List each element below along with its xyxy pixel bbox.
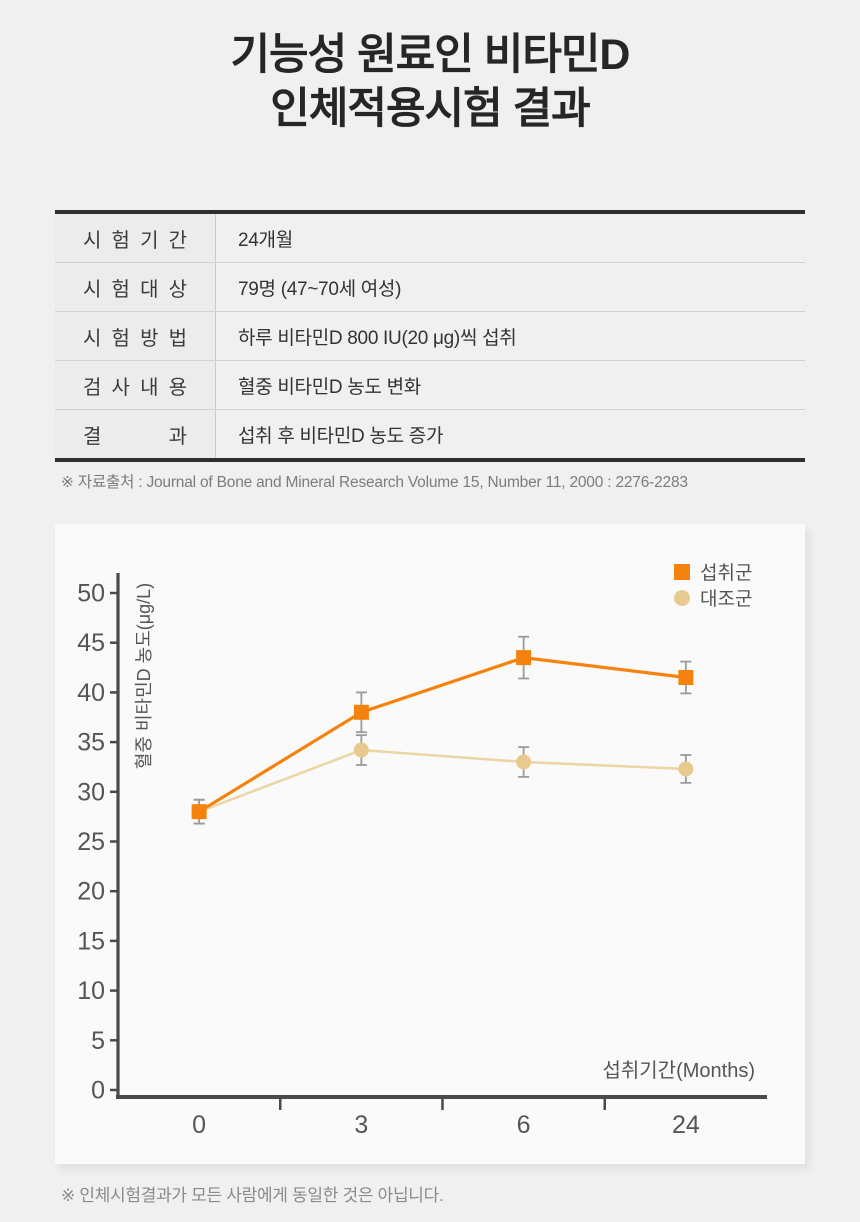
data-point-circle (678, 761, 694, 777)
legend-swatch-square (674, 564, 690, 580)
page-title-line-2: 인체적용시험 결과 (270, 85, 590, 134)
table-row: 시 험 방 법 하루 비타민D 800 IU(20 μg)씩 섭취 (55, 312, 805, 361)
y-tick-label: 10 (77, 977, 105, 1005)
row-value: 하루 비타민D 800 IU(20 μg)씩 섭취 (215, 312, 805, 360)
x-axis-title: 섭취기간(Months) (602, 1059, 755, 1082)
table-row: 검 사 내 용 혈중 비타민D 농도 변화 (55, 361, 805, 410)
data-point-circle (516, 754, 532, 770)
x-tick-label: 24 (672, 1111, 700, 1139)
y-tick-label: 5 (91, 1027, 105, 1055)
source-note: ※ 자료출처 : Journal of Bone and Mineral Res… (61, 474, 688, 491)
y-tick-label: 35 (77, 729, 105, 757)
y-tick-label: 25 (77, 828, 105, 856)
y-tick-label: 45 (77, 629, 105, 657)
row-value: 24개월 (215, 214, 805, 262)
series-line-1 (198, 748, 686, 813)
data-point-square (191, 804, 207, 820)
y-tick-label: 40 (77, 679, 105, 707)
row-value: 혈중 비타민D 농도 변화 (215, 361, 805, 409)
legend-label: 섭취군 (700, 562, 752, 584)
x-tick-label: 6 (517, 1111, 531, 1139)
chart-card: 0 5 10 15 20 25 30 35 40 45 50 0 3 6 24 혈중 비타민D 농도(μg/L… (55, 524, 805, 1164)
table-row: 시 험 대 상 79명 (47~70세 여성) (55, 263, 805, 312)
data-point-square (678, 669, 694, 685)
row-value: 섭취 후 비타민D 농도 증가 (215, 410, 805, 458)
data-point-square (516, 650, 532, 666)
legend-label: 대조군 (700, 588, 752, 610)
y-tick-label: 0 (91, 1077, 105, 1105)
footer-note: ※ 인체시험결과가 모든 사람에게 동일한 것은 아닙니다. (61, 1186, 444, 1205)
page-title-line-1: 기능성 원료인 비타민D (230, 31, 631, 79)
y-axis-title: 혈중 비타민D 농도(μg/L) (134, 583, 154, 769)
y-tick-label: 15 (77, 927, 105, 955)
y-tick-label: 50 (77, 580, 105, 608)
data-point-square (353, 704, 369, 720)
x-tick-label: 0 (192, 1111, 206, 1139)
page-title: 기능성 원료인 비타민D 인체적용시험 결과 (0, 28, 860, 136)
series-line-0 (198, 655, 687, 814)
y-tick-label: 20 (77, 878, 105, 906)
data-point-circle (353, 742, 369, 758)
legend-swatch-circle (674, 590, 690, 606)
row-value: 79명 (47~70세 여성) (215, 263, 805, 311)
table-row: 결 과 섭취 후 비타민D 농도 증가 (55, 410, 805, 458)
x-tick-label: 3 (354, 1111, 368, 1139)
table-row: 시 험 기 간 24개월 (55, 214, 805, 263)
vitamin-d-line-chart: 0 5 10 15 20 25 30 35 40 45 50 0 3 6 24 혈중 비타민D 농도(μg/L… (77, 562, 767, 1139)
y-tick-label: 30 (77, 778, 105, 806)
